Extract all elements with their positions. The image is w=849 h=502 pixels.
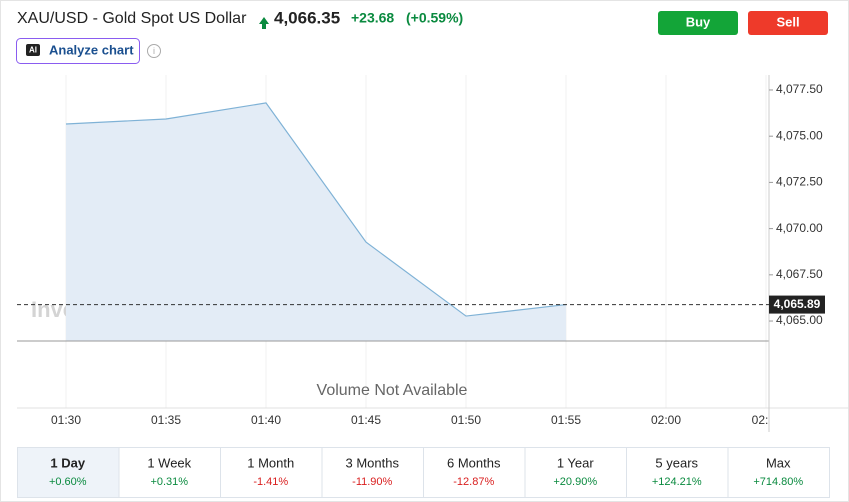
current-tag <box>769 295 825 314</box>
y-tick-label: 4,077.50 <box>776 82 823 96</box>
x-tick-label: 02:00 <box>651 413 681 427</box>
y-tick-label: 4,067.50 <box>776 267 823 281</box>
tab-change: +124.21% <box>652 476 702 488</box>
x-tick-label: 01:55 <box>551 413 581 427</box>
tab-change: +20.90% <box>553 476 597 488</box>
x-tick-label: 01:45 <box>351 413 381 427</box>
tab-label[interactable]: Max <box>766 455 791 470</box>
tab-label[interactable]: 6 Months <box>447 455 501 470</box>
tab-label[interactable]: 1 Day <box>50 455 85 470</box>
tab-change: -11.90% <box>352 476 392 488</box>
tab-change: -1.41% <box>253 476 288 488</box>
tab[interactable] <box>727 447 830 498</box>
sell-label[interactable]: Sell <box>776 14 799 29</box>
x-tick-label: 01:35 <box>151 413 181 427</box>
x-tick-label: 01:40 <box>251 413 281 427</box>
buy-label[interactable]: Buy <box>686 14 711 29</box>
info-icon[interactable] <box>147 44 161 58</box>
x-tick-label: 01:50 <box>451 413 481 427</box>
tab-label[interactable]: 1 Year <box>557 455 595 470</box>
y-tick-label: 4,070.00 <box>776 221 823 235</box>
tab-change: +714.80% <box>753 476 803 488</box>
area <box>66 102 566 341</box>
tab[interactable] <box>220 447 323 498</box>
current-label: 4,065.89 <box>774 297 821 311</box>
ai-icon <box>26 44 40 56</box>
tab-label[interactable]: 3 Months <box>346 455 400 470</box>
tab[interactable] <box>423 447 526 498</box>
y-tick-label: 4,072.50 <box>776 175 823 189</box>
up-arrow <box>259 17 269 29</box>
change-pct: (+0.59%) <box>406 10 463 26</box>
change: +23.68 <box>351 10 394 26</box>
tab-change: +0.60% <box>49 476 87 488</box>
tab-change: +0.31% <box>150 476 188 488</box>
ai-icon-text: AI <box>29 46 37 55</box>
tab[interactable] <box>17 447 120 498</box>
tab-change: -12.87% <box>453 476 494 488</box>
title: XAU/USD - Gold Spot US Dollar <box>17 10 247 27</box>
tab-label[interactable]: 1 Week <box>147 455 191 470</box>
info-icon-text: i <box>153 46 155 56</box>
analyze-label[interactable]: Analyze chart <box>49 42 134 57</box>
tab[interactable] <box>626 447 729 498</box>
y-tick-label: 4,075.00 <box>776 128 823 142</box>
y-tick-label: 4,065.00 <box>776 313 823 327</box>
sell-button[interactable] <box>748 11 828 35</box>
tab-label[interactable]: 5 years <box>655 455 698 470</box>
volume-note: Volume Not Available <box>317 382 468 399</box>
analyze-button[interactable] <box>16 38 140 64</box>
price: 4,066.35 <box>274 8 340 27</box>
tab-label[interactable]: 1 Month <box>247 455 294 470</box>
line <box>65 102 567 317</box>
buy-button[interactable] <box>658 11 738 35</box>
x-tick-label: 02: <box>752 413 769 427</box>
x-tick-label: 01:30 <box>51 413 81 427</box>
